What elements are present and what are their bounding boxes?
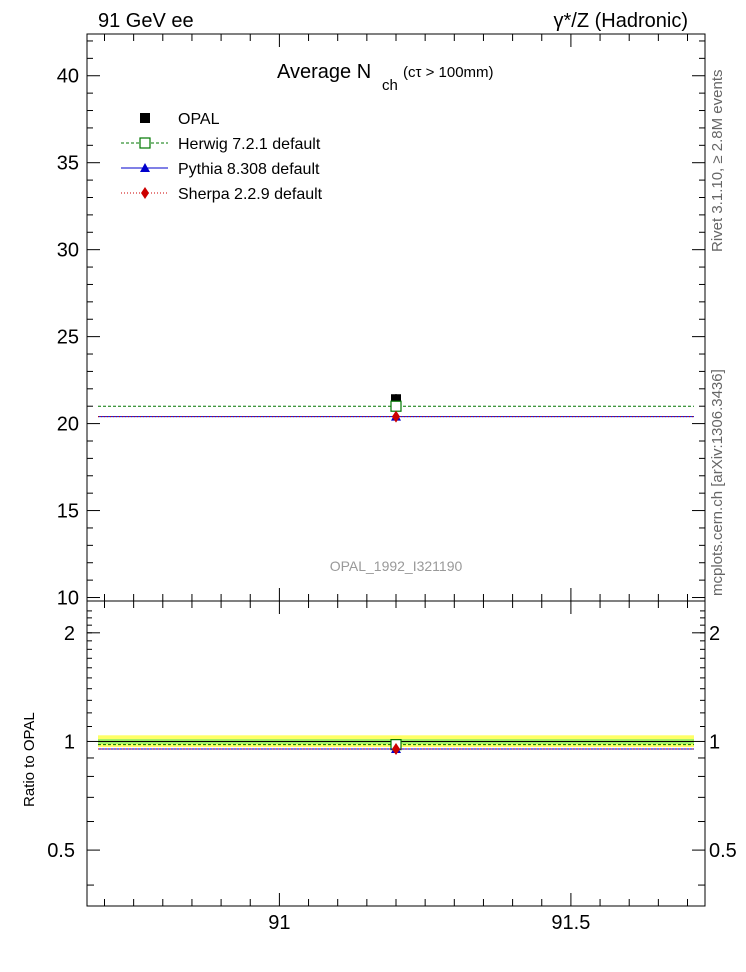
ratio-series-group	[98, 739, 694, 755]
legend-marker	[140, 113, 150, 123]
main-y-tick-label: 40	[57, 66, 79, 88]
ratio-y-tick-label-right: 1	[709, 731, 720, 753]
main-y-tick-label: 30	[57, 240, 79, 262]
process-type-label: γ*/Z (Hadronic)	[554, 10, 688, 32]
ratio-y-tick-label: 1	[64, 731, 75, 753]
ratio-x-ticks: 91 91.5	[103, 601, 689, 934]
ratio-x-tick-label: 91.5	[551, 912, 590, 934]
main-series-group	[98, 394, 694, 423]
legend: OPAL Herwig 7.2.1 default Pythia 8.308 def…	[121, 111, 323, 203]
legend-entry: Herwig 7.2.1 default	[121, 136, 321, 153]
ratio-y-tick-label: 0.5	[47, 840, 75, 862]
plot-title: Average N	[277, 61, 371, 83]
ratio-x-tick-label: 91	[268, 912, 290, 934]
process-energy-label: 91 GeV ee	[98, 10, 194, 32]
main-series-point	[391, 394, 401, 405]
ratio-y-tick-label: 2	[64, 623, 75, 645]
legend-entry: Pythia 8.308 default	[121, 161, 320, 178]
main-y-tick-labels: 10 15 20 25 30 35 40	[57, 66, 79, 610]
legend-marker	[141, 187, 149, 199]
ratio-plot-panel: 0.5 0.5 1 1 2 2 91 91.5 Ratio to OPAL	[21, 600, 737, 934]
legend-entry: Sherpa 2.2.9 default	[121, 186, 323, 203]
ratio-y-axis-label: Ratio to OPAL	[21, 712, 38, 807]
main-y-tick-label: 15	[57, 501, 79, 523]
legend-marker	[139, 137, 151, 149]
main-y-tick-label: 20	[57, 414, 79, 436]
legend-entry: OPAL	[140, 111, 220, 128]
ratio-y-tick-label-right: 0.5	[709, 840, 737, 862]
ratio-y-ticks	[87, 610, 705, 886]
analysis-id-label: OPAL_1992_I321190	[330, 558, 463, 574]
main-y-tick-label: 35	[57, 153, 79, 175]
main-y-tick-label: 25	[57, 327, 79, 349]
mcplots-label: mcplots.cern.ch [arXiv:1306.3436]	[709, 369, 726, 596]
legend-label: Herwig 7.2.1 default	[178, 136, 321, 153]
legend-label: Pythia 8.308 default	[178, 161, 320, 178]
rivet-version-label: Rivet 3.1.10, ≥ 2.8M events	[709, 70, 726, 253]
main-series-point	[390, 400, 402, 412]
plot-title-suffix: (cτ > 100mm)	[403, 64, 494, 81]
legend-label: OPAL	[178, 111, 220, 128]
main-series-point	[392, 410, 400, 423]
legend-marker	[140, 163, 150, 172]
legend-label: Sherpa 2.2.9 default	[178, 186, 323, 203]
main-x-ticks	[103, 34, 689, 601]
main-y-ticks	[87, 40, 705, 599]
main-plot-panel: 10 15 20 25 30 35 40 Average N ch (cτ > 100mm)…	[57, 33, 706, 610]
ratio-series-point	[392, 742, 400, 755]
plot-title-subscript: ch	[382, 77, 398, 94]
ratio-y-tick-labels: 0.5 0.5 1 1 2 2	[47, 623, 737, 862]
main-y-tick-label: 10	[57, 588, 79, 610]
ratio-y-tick-label-right: 2	[709, 623, 720, 645]
